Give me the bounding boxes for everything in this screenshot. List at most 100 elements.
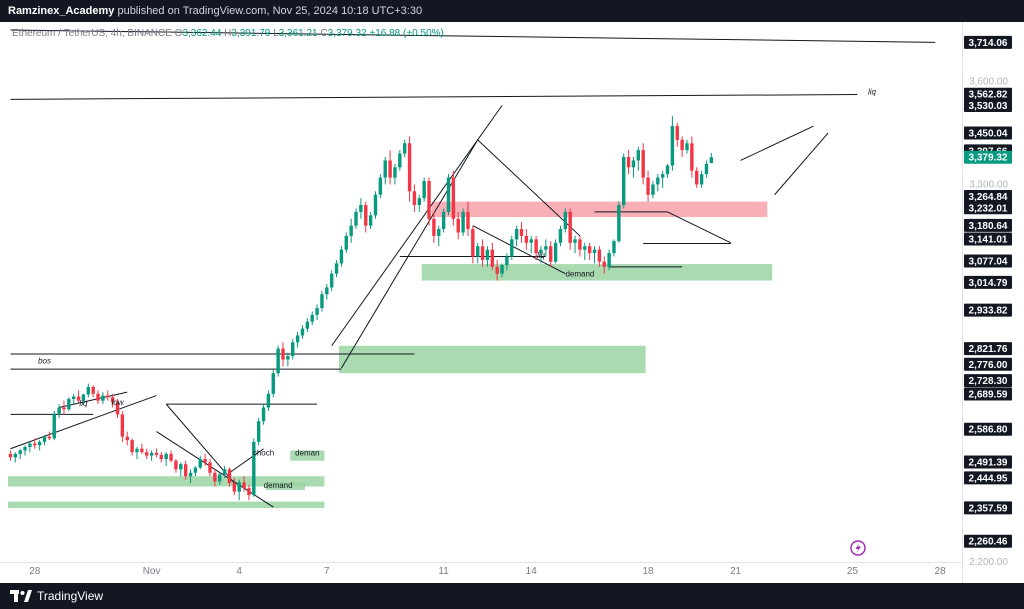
candle-body: [101, 395, 105, 401]
price-label-bg: [964, 387, 1012, 401]
candle-body: [446, 177, 451, 212]
candle-141: [695, 167, 699, 188]
candle-111: [549, 241, 553, 267]
symbol-name[interactable]: Ethereum / TetherUS, 4h, BINANCE: [12, 28, 172, 39]
candle-14: [76, 390, 81, 403]
candle-body: [514, 229, 519, 240]
candle-body: [563, 211, 568, 230]
candle-body: [57, 407, 61, 414]
candle-body: [393, 167, 397, 178]
candle-body: [62, 407, 66, 410]
candle-body: [631, 160, 636, 168]
candle-43: [218, 472, 222, 485]
candle-body: [286, 356, 290, 360]
trendline-0: [10, 29, 936, 43]
candle-113: [558, 225, 563, 247]
candle-body: [471, 229, 475, 257]
candle-body: [641, 150, 645, 178]
candle-134: [660, 170, 665, 188]
close-value: 3,379.32: [327, 28, 367, 39]
candle-body: [695, 170, 699, 185]
price-label-text: 2,444.95: [969, 473, 1008, 484]
candle-body: [398, 153, 402, 168]
candle-88: [437, 225, 441, 247]
candle-body: [558, 229, 563, 243]
candle-119: [587, 242, 592, 260]
candle-body: [587, 246, 592, 254]
candle-53: [266, 390, 271, 411]
candle-15: [81, 393, 86, 405]
annotation-7: liq: [537, 251, 546, 260]
candle-95: [471, 225, 475, 264]
time-tick-9: 28: [935, 566, 947, 577]
price-label-text: 2,586.80: [969, 425, 1008, 436]
price-label-bg: [964, 455, 1012, 469]
candle-40: [203, 453, 207, 466]
candle-body: [500, 265, 504, 274]
flash-icon[interactable]: [850, 540, 866, 556]
price-chart[interactable]: liq bos liq low choch deman demand liq demand 3,…: [0, 22, 1024, 583]
price-label-text: 3,450.04: [969, 128, 1008, 139]
candle-144: [709, 152, 714, 164]
candle-body: [91, 386, 95, 394]
candles-layer: [8, 115, 714, 501]
trendline-1: [10, 94, 858, 100]
candle-56: [281, 342, 285, 367]
candle-32: [164, 452, 168, 466]
candle-18: [96, 390, 100, 405]
candle-body: [441, 211, 446, 230]
candle-body: [47, 436, 52, 439]
price-axis: 3,600.00 3,300.00 2,200.00 3,714.06 3,562.82…: [964, 35, 1012, 568]
candle-body: [544, 246, 548, 250]
candle-2: [18, 448, 22, 460]
price-label-bg: [964, 150, 1012, 164]
candle-128: [631, 156, 636, 178]
candle-body: [8, 453, 13, 458]
demand-zone-1: [421, 264, 773, 281]
candle-body: [602, 261, 606, 267]
candle-36: [183, 460, 188, 480]
candle-body: [660, 174, 665, 178]
publish-info: Ramzinex_Academy published on TradingVie…: [8, 5, 422, 17]
annotation-4: choch: [253, 449, 274, 458]
candle-83: [412, 184, 417, 212]
candle-117: [578, 235, 582, 257]
tradingview-logo-icon: [10, 590, 32, 602]
candle-8: [47, 431, 52, 441]
candle-body: [67, 398, 71, 410]
candle-93: [461, 208, 465, 236]
candle-20: [106, 390, 110, 401]
candle-body: [685, 143, 689, 151]
candle-body: [23, 447, 27, 451]
candle-131: [646, 170, 650, 202]
time-tick-7: 21: [730, 566, 742, 577]
candle-body: [578, 239, 582, 250]
candle-body: [227, 469, 232, 484]
price-label-17: 2,586.80: [964, 422, 1012, 436]
price-label-bg: [964, 422, 1012, 436]
candle-body: [52, 413, 56, 439]
candle-54: [271, 369, 275, 398]
candle-body: [198, 459, 202, 468]
candle-body: [266, 393, 271, 408]
candle-body: [247, 488, 251, 496]
candle-34: [174, 459, 178, 473]
candle-body: [373, 194, 378, 216]
annotations-layer: liq bos liq low choch deman demand liq demand: [38, 88, 876, 490]
candle-body: [510, 239, 514, 257]
candle-body: [37, 441, 42, 446]
price-label-bg: [964, 374, 1012, 388]
candle-body: [213, 472, 217, 482]
candle-body: [18, 450, 22, 454]
demand-zone-4: [8, 501, 325, 509]
candle-body: [300, 328, 305, 336]
high-label: H: [224, 28, 232, 39]
candle-body: [612, 241, 616, 254]
candle-62: [310, 311, 314, 326]
publish-bar: Ramzinex_Academy published on TradingVie…: [0, 0, 1024, 22]
candle-body: [174, 460, 178, 470]
low-label: L: [273, 28, 279, 39]
candle-96: [475, 242, 480, 264]
tradingview-brand[interactable]: TradingView: [10, 589, 103, 603]
author-name[interactable]: Ramzinex_Academy: [8, 5, 115, 17]
